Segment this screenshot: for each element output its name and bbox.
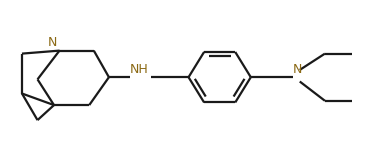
Text: N: N xyxy=(293,63,302,76)
Text: NH: NH xyxy=(130,63,149,76)
Text: N: N xyxy=(47,36,57,49)
